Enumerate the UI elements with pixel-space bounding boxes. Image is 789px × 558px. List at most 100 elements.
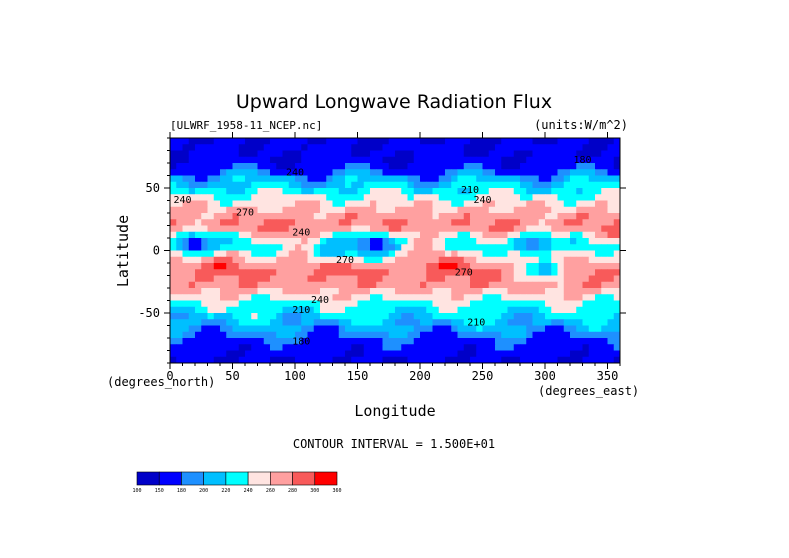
heatmap-cell (613, 306, 621, 314)
heatmap-cell (438, 306, 446, 314)
heatmap-cell (545, 250, 552, 258)
heatmap-cell (476, 175, 483, 183)
heatmap-cell (345, 169, 352, 176)
heatmap-cell (551, 200, 558, 208)
heatmap-cell (563, 181, 571, 189)
heatmap-cell (482, 163, 490, 170)
heatmap-cell (257, 213, 265, 220)
heatmap-cell (382, 263, 390, 270)
heatmap-cell (538, 306, 546, 314)
heatmap-cell (570, 325, 577, 333)
heatmap-cell (201, 194, 208, 201)
heatmap-cell (276, 319, 283, 326)
heatmap-cell (526, 356, 533, 364)
heatmap-cell (320, 244, 327, 251)
heatmap-cell (513, 281, 521, 289)
heatmap-cell (513, 238, 521, 245)
heatmap-cell (420, 344, 427, 351)
heatmap-cell (245, 306, 252, 314)
heatmap-cell (607, 294, 615, 301)
heatmap-cell (357, 231, 365, 239)
heatmap-cell (407, 250, 415, 258)
heatmap-cell (251, 256, 258, 264)
heatmap-cell (557, 256, 565, 264)
heatmap-cell (313, 138, 321, 145)
heatmap-cell (207, 288, 215, 295)
heatmap-cell (382, 350, 390, 358)
heatmap-cell (432, 181, 440, 189)
heatmap-cell (226, 163, 233, 170)
heatmap-cell (263, 231, 271, 239)
heatmap-cell (526, 200, 533, 208)
heatmap-cell (263, 144, 271, 151)
heatmap-cell (363, 213, 371, 220)
heatmap-cell (563, 350, 571, 358)
heatmap-cell (413, 238, 421, 245)
heatmap-cell (320, 138, 327, 145)
heatmap-cell (295, 188, 302, 195)
heatmap-cell (295, 169, 302, 176)
heatmap-cell (513, 269, 521, 276)
heatmap-cell (476, 156, 483, 164)
heatmap-cell (313, 263, 321, 270)
heatmap-cell (470, 300, 477, 308)
heatmap-cell (613, 156, 621, 164)
heatmap-cell (463, 238, 471, 245)
heatmap-cell (601, 344, 608, 351)
heatmap-cell (370, 213, 377, 220)
heatmap-cell (601, 269, 608, 276)
heatmap-cell (588, 175, 596, 183)
heatmap-cell (363, 244, 371, 251)
heatmap-cell (482, 144, 490, 151)
heatmap-cell (382, 319, 390, 326)
heatmap-cell (526, 300, 533, 308)
heatmap-cell (557, 169, 565, 176)
heatmap-cell (301, 325, 308, 333)
heatmap-cell (188, 169, 196, 176)
heatmap-cell (576, 319, 583, 326)
heatmap-cell (176, 200, 183, 208)
heatmap-cell (220, 181, 227, 189)
heatmap-cell (426, 294, 433, 301)
heatmap-cell (320, 175, 327, 183)
heatmap-cell (307, 269, 315, 276)
x-tick-label: 150 (347, 369, 369, 383)
heatmap-cell (607, 269, 615, 276)
heatmap-cell (495, 350, 502, 358)
heatmap-cell (276, 325, 283, 333)
heatmap-cell (357, 206, 365, 214)
heatmap-cell (538, 219, 546, 226)
heatmap-cell (613, 206, 621, 214)
heatmap-cell (613, 250, 621, 258)
heatmap-cell (201, 319, 208, 326)
heatmap-cell (445, 331, 452, 339)
heatmap-cell (226, 231, 233, 239)
heatmap-cell (276, 244, 283, 251)
heatmap-cell (582, 219, 590, 226)
heatmap-cell (570, 331, 577, 339)
heatmap-cell (551, 275, 558, 283)
heatmap-cell (507, 281, 515, 289)
heatmap-cell (595, 331, 602, 339)
heatmap-cell (382, 219, 390, 226)
heatmap-cell (213, 231, 221, 239)
heatmap-cell (470, 281, 477, 289)
heatmap-cell (332, 144, 340, 151)
heatmap-cell (432, 194, 440, 201)
heatmap-cell (488, 350, 496, 358)
heatmap-cell (201, 138, 208, 145)
heatmap-cell (382, 200, 390, 208)
heatmap-cell (551, 231, 558, 239)
heatmap-cell (351, 181, 358, 189)
heatmap-cell (501, 313, 508, 320)
heatmap-cell (470, 325, 477, 333)
heatmap-cell (445, 288, 452, 295)
heatmap-cell (226, 319, 233, 326)
heatmap-cell (463, 163, 471, 170)
heatmap-cell (601, 281, 608, 289)
heatmap-cell (551, 156, 558, 164)
heatmap-cell (470, 275, 477, 283)
heatmap-cell (182, 144, 190, 151)
heatmap-cell (370, 281, 377, 289)
heatmap-cell (270, 231, 277, 239)
